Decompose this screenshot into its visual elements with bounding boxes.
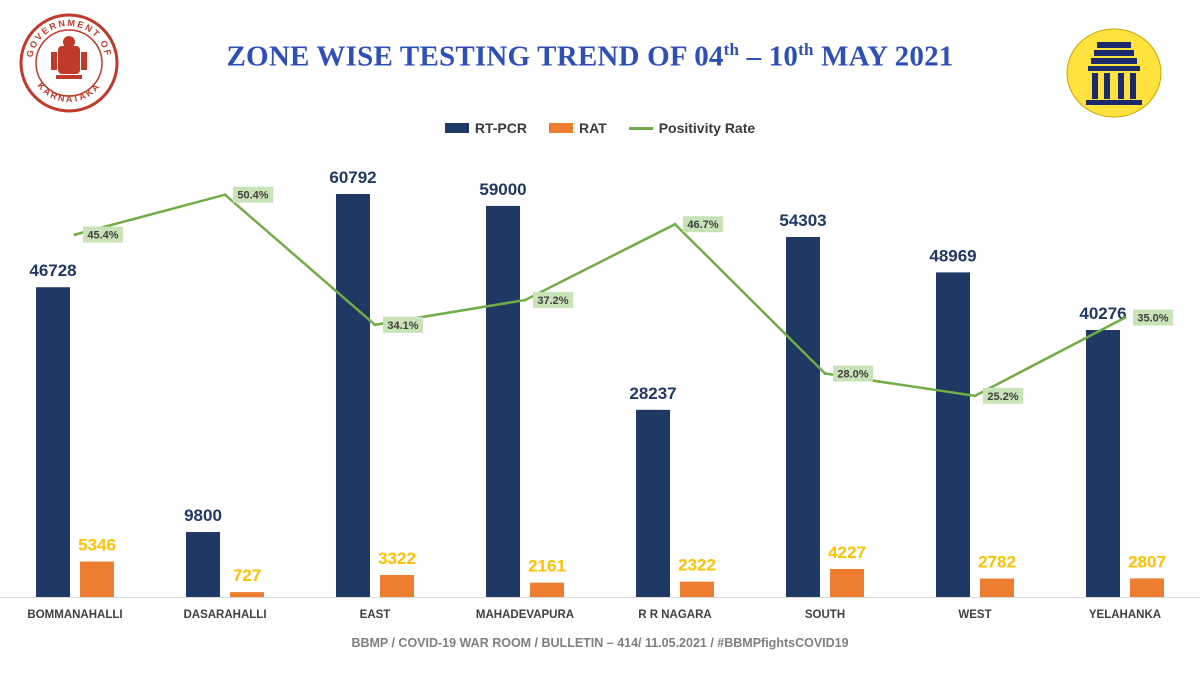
positivity-label-bg (533, 292, 573, 309)
category-tick-label: YELAHANKA (1089, 609, 1161, 621)
rat-data-label: 4227 (828, 543, 866, 562)
positivity-label-bg (83, 226, 123, 243)
positivity-rate-point (73, 233, 77, 237)
positivity-rate-label: 35.0% (1137, 313, 1168, 325)
positivity-rate-point (973, 394, 977, 398)
rtpcr-data-label: 59000 (479, 180, 526, 199)
rtpcr-bar (936, 272, 970, 597)
legend-item-rtpcr: RT-PCR (444, 120, 527, 136)
rtpcr-data-label: 54303 (779, 211, 826, 230)
rat-bar (80, 561, 114, 597)
rtpcr-bar (186, 532, 220, 597)
rat-data-label: 727 (233, 566, 261, 585)
positivity-rate-point (1123, 316, 1127, 320)
positivity-rate-label: 46.7% (687, 219, 718, 231)
rtpcr-bar (36, 287, 70, 597)
rtpcr-bar (636, 409, 670, 597)
positivity-rate-point (673, 222, 677, 226)
positivity-rate-label: 28.0% (837, 369, 868, 381)
rat-bar (1130, 578, 1164, 597)
rat-data-label: 2807 (1128, 552, 1166, 571)
positivity-rate-label: 34.1% (387, 320, 418, 332)
legend-label-positivity: Positivity Rate (658, 120, 756, 136)
rat-data-label: 2322 (678, 556, 716, 575)
category-tick-label: SOUTH (805, 609, 845, 621)
title-main: ZONE WISE TESTING TREND OF 04 (226, 40, 724, 73)
rtpcr-data-label: 46728 (29, 261, 76, 280)
chart-legend: RT-PCR RAT Positivity Rate (0, 120, 1200, 136)
category-tick-label: EAST (360, 609, 391, 621)
rat-bar (830, 568, 864, 597)
positivity-rate-label: 37.2% (537, 295, 568, 307)
rtpcr-data-label: 48969 (929, 246, 976, 265)
bbmp-logo-emblem (1066, 28, 1162, 118)
positivity-label-bg (683, 216, 723, 233)
positivity-rate-label: 50.4% (237, 190, 268, 202)
positivity-rate-label: 45.4% (87, 230, 118, 242)
positivity-rate-point (223, 193, 227, 197)
chart-title: ZONE WISE TESTING TREND OF 04th – 10th M… (0, 40, 1180, 74)
rtpcr-bar (1086, 330, 1120, 597)
rtpcr-bar (786, 237, 820, 597)
category-tick-label: BOMMANAHALLI (27, 609, 122, 621)
rtpcr-data-label: 60792 (329, 168, 376, 187)
title-superscript-1: th (723, 40, 740, 59)
category-tick-label: R R NAGARA (638, 609, 711, 621)
positivity-label-bg (383, 316, 423, 333)
positivity-label-bg (983, 387, 1023, 404)
legend-item-rat: RAT (548, 120, 607, 136)
legend-swatch-rtpcr (444, 123, 469, 133)
rtpcr-data-label: 9800 (184, 506, 222, 525)
legend-label-rat: RAT (578, 120, 607, 136)
positivity-rate-point (373, 323, 377, 327)
bulletin-footer: BBMP / COVID-19 WAR ROOM / BULLETIN – 41… (351, 636, 849, 650)
title-end: MAY 2021 (813, 40, 954, 73)
rat-bar (530, 582, 564, 597)
positivity-label-bg (233, 186, 273, 203)
positivity-rate-line (74, 193, 1126, 398)
title-superscript-2: th (798, 40, 814, 59)
rat-data-label: 2161 (528, 557, 566, 576)
legend-swatch-rat (548, 123, 573, 133)
positivity-rate-label: 25.2% (987, 391, 1018, 403)
category-tick-label: WEST (958, 609, 991, 621)
rat-bar (980, 578, 1014, 597)
government-of-karnataka-emblem: GOVERNMENT OF KARNATAKA (19, 13, 119, 113)
title-middle: – 10 (739, 40, 799, 73)
rat-bar (230, 592, 264, 597)
legend-swatch-positivity (628, 126, 653, 130)
category-tick-label: DASARAHALLI (183, 609, 266, 621)
rat-bar (680, 581, 714, 597)
positivity-label-bg (1133, 309, 1173, 326)
rat-bar (380, 574, 414, 597)
rat-data-label: 3322 (378, 549, 416, 568)
rtpcr-bar (336, 194, 370, 597)
positivity-label-bg (833, 365, 873, 382)
rat-data-label: 2782 (978, 553, 1016, 572)
legend-item-positivity: Positivity Rate (628, 120, 756, 136)
rtpcr-data-label: 28237 (629, 384, 676, 403)
positivity-rate-point (523, 298, 527, 302)
rtpcr-bar (486, 205, 520, 598)
rtpcr-data-label: 40276 (1079, 304, 1126, 323)
positivity-rate-point (823, 372, 827, 375)
rat-data-label: 5346 (78, 536, 116, 555)
legend-label-rtpcr: RT-PCR (474, 120, 527, 136)
category-tick-label: MAHADEVAPURA (476, 609, 574, 621)
